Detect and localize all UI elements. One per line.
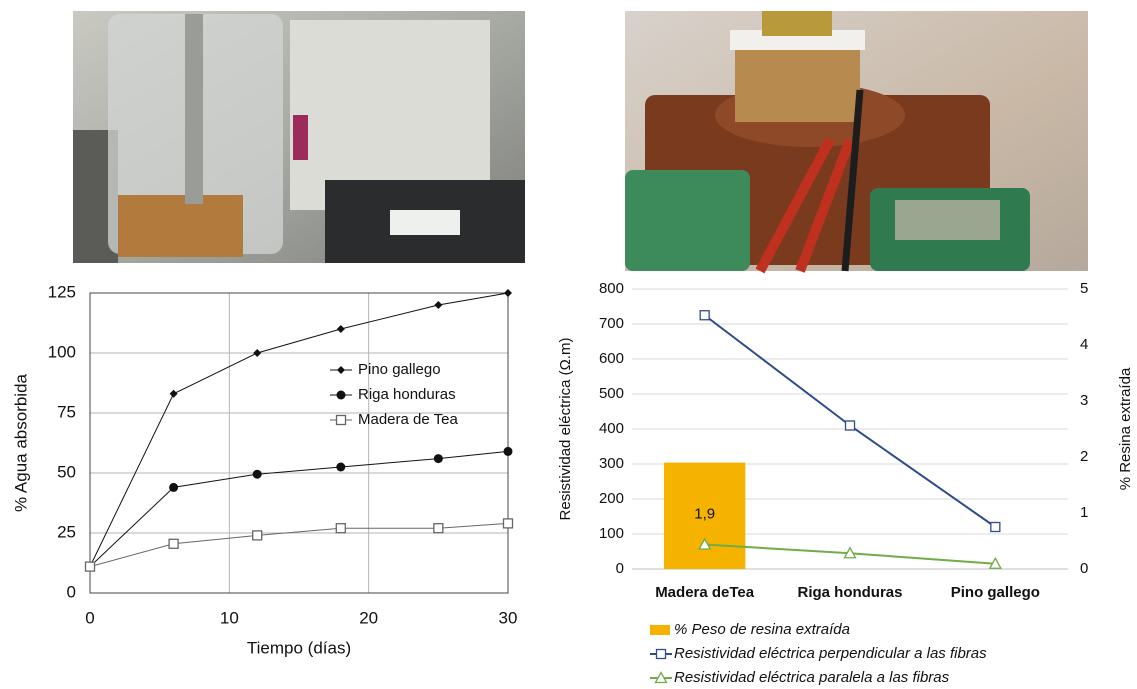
data-point — [336, 463, 345, 472]
data-point — [169, 483, 178, 492]
data-point — [253, 470, 262, 479]
legend-label: % Peso de resina extraída — [674, 621, 850, 638]
data-point — [700, 311, 709, 320]
plot-frame — [90, 293, 508, 593]
data-label: 1,9 — [694, 506, 715, 523]
x-tick-label: Madera deTea — [655, 584, 755, 601]
data-point — [991, 523, 1000, 532]
legend-marker — [657, 650, 666, 659]
y2-tick-label: 3 — [1080, 392, 1088, 409]
legend-marker — [337, 366, 345, 374]
x-tick-label: Pino gallego — [951, 584, 1040, 601]
photo-resistivity-test — [625, 11, 1088, 271]
y-tick-label: 125 — [48, 282, 76, 301]
x-tick-label: 20 — [359, 608, 378, 627]
y2-axis-label: % Resina extraída — [1117, 367, 1134, 490]
series-line — [90, 293, 508, 567]
y-tick-label: 400 — [599, 420, 624, 437]
legend-label: Riga honduras — [358, 386, 456, 403]
y2-tick-label: 5 — [1080, 280, 1088, 297]
y-tick-label: 75 — [57, 402, 76, 421]
y-tick-label: 200 — [599, 490, 624, 507]
y2-tick-label: 1 — [1080, 504, 1088, 521]
y-tick-label: 500 — [599, 385, 624, 402]
y-tick-label: 50 — [57, 462, 76, 481]
figure: 02550751001250102030Tiempo (días)% Agua … — [0, 0, 1137, 689]
legend-label: Madera de Tea — [358, 411, 458, 428]
y2-tick-label: 2 — [1080, 448, 1088, 465]
y-tick-label: 100 — [48, 342, 76, 361]
data-point — [434, 454, 443, 463]
y2-tick-label: 4 — [1080, 336, 1088, 353]
data-point — [337, 325, 345, 333]
x-tick-label: 30 — [499, 608, 518, 627]
y-tick-label: 800 — [599, 280, 624, 297]
data-point — [846, 421, 855, 430]
legend-marker — [337, 391, 346, 400]
data-point — [86, 562, 95, 571]
y-tick-label: 700 — [599, 315, 624, 332]
y-tick-label: 0 — [67, 582, 76, 601]
data-point — [504, 289, 512, 297]
data-point — [169, 539, 178, 548]
y-tick-label: 100 — [599, 525, 624, 542]
y-tick-label: 0 — [616, 560, 624, 577]
data-point — [504, 519, 513, 528]
y-axis-label: % Agua absorbida — [11, 373, 30, 512]
data-point — [253, 531, 262, 540]
data-point — [434, 524, 443, 533]
x-axis-label: Tiempo (días) — [247, 638, 351, 657]
legend-marker — [337, 416, 346, 425]
legend-swatch — [650, 625, 670, 635]
data-point — [336, 524, 345, 533]
y-tick-label: 25 — [57, 522, 76, 541]
photo-water-absorption — [73, 11, 525, 263]
legend-label: Resistividad eléctrica paralela a las fi… — [674, 669, 950, 686]
y2-tick-label: 0 — [1080, 560, 1088, 577]
data-point — [253, 349, 261, 357]
y-axis-label: Resistividad eléctrica (Ω.m) — [557, 338, 574, 521]
x-tick-label: Riga honduras — [797, 584, 902, 601]
series-line — [90, 523, 508, 566]
legend-label: Pino gallego — [358, 361, 441, 378]
data-point — [170, 390, 178, 398]
data-point — [504, 447, 513, 456]
y-tick-label: 300 — [599, 455, 624, 472]
legend-label: Resistividad eléctrica perpendicular a l… — [674, 645, 987, 662]
y-tick-label: 600 — [599, 350, 624, 367]
x-tick-label: 10 — [220, 608, 239, 627]
x-tick-label: 0 — [85, 608, 94, 627]
data-point — [434, 301, 442, 309]
